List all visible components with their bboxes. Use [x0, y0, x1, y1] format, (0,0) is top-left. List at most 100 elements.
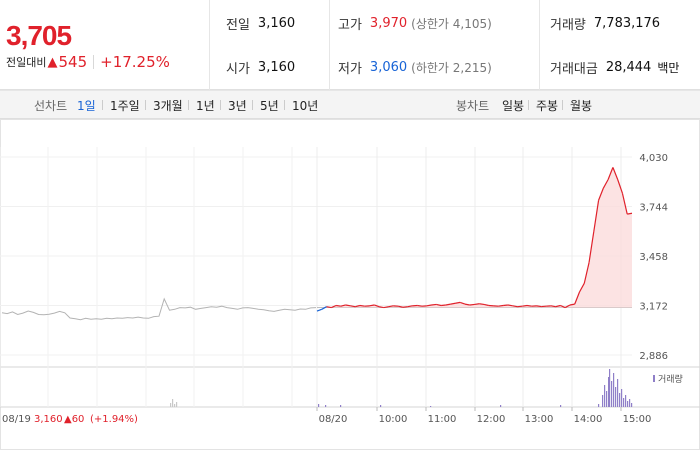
- volume-bar: [625, 395, 627, 407]
- stat-label: 거래량: [550, 17, 586, 33]
- volume-bars: [170, 369, 633, 407]
- volume-bar: [608, 377, 610, 407]
- price-segment: [598, 187, 604, 201]
- price-segment: [498, 304, 504, 307]
- y-tick-label: 2,886: [639, 351, 668, 362]
- volume-bar: [430, 406, 432, 407]
- price-segment: [517, 305, 523, 308]
- volume-bar: [619, 393, 621, 407]
- quote-header: 3,705 전일대비 ▲ 545 +17.25% 전일 3,160 시가 3,1…: [0, 0, 700, 90]
- volume-bar: [611, 381, 613, 407]
- price-segment: [474, 303, 480, 306]
- y-tick-label: 3,172: [639, 302, 668, 313]
- tab-5year[interactable]: 5년: [260, 99, 279, 113]
- price-segment: [564, 304, 571, 309]
- x-tick-label: 12:00: [477, 414, 506, 425]
- tab-divider: [562, 100, 563, 110]
- volume-bar: [174, 404, 176, 407]
- price-segment: [627, 212, 633, 215]
- x-tick-label: 11:00: [428, 414, 457, 425]
- price-segment: [336, 304, 341, 307]
- tab-1day[interactable]: 1일: [77, 99, 96, 113]
- volume-bar: [615, 387, 617, 407]
- prev-day-date: 08/19: [2, 414, 31, 425]
- stat-label: 거래대금: [550, 61, 598, 77]
- volume-bar: [500, 405, 502, 407]
- tab-divider: [528, 100, 529, 110]
- tab-monthly-candle[interactable]: 월봉: [570, 99, 593, 113]
- price-segment: [574, 291, 581, 305]
- price-segment: [350, 305, 356, 308]
- upper-limit: (상한가 4,105): [411, 16, 492, 31]
- tab-1year[interactable]: 1년: [196, 99, 215, 113]
- volume-bar: [170, 403, 172, 407]
- price-segment: [469, 303, 475, 306]
- volume-bar: [325, 405, 327, 407]
- price-segment: [402, 306, 408, 308]
- volume-bar: [602, 395, 604, 407]
- tab-weekly-candle[interactable]: 주봉: [536, 99, 559, 113]
- y-tick-label: 3,458: [639, 252, 668, 263]
- stat-value: 7,783,176: [593, 15, 661, 31]
- price-segment: [445, 303, 451, 306]
- price-segment: [464, 303, 470, 306]
- up-area: [317, 167, 632, 308]
- price-segment: [431, 303, 437, 306]
- price-segment: [321, 306, 327, 310]
- tab-divider: [284, 100, 285, 110]
- volume-bar: [627, 401, 629, 407]
- volume-legend: 거래량: [653, 373, 683, 385]
- tab-divider: [188, 100, 189, 110]
- x-axis: 08/20 10:00 11:00 12:00 13:00 14:00 15:00 08/19…: [2, 407, 651, 425]
- volume-bar: [598, 404, 600, 407]
- volume-bar: [613, 373, 615, 407]
- price-segment: [355, 304, 361, 308]
- price-segment: [455, 301, 461, 304]
- change-value: 545: [58, 53, 88, 71]
- tab-divider: [145, 100, 146, 110]
- price-segment: [560, 304, 566, 309]
- stat-prev-close: 전일 3,160: [226, 16, 295, 33]
- volume-bar: [176, 402, 178, 407]
- price-segment: [483, 303, 489, 307]
- prev-day-change: ▲60: [64, 414, 84, 425]
- price-segment: [407, 305, 413, 308]
- price-segment: [526, 304, 532, 307]
- y-axis: 4,030 3,744 3,458 3,172 2,886: [639, 153, 668, 362]
- price-segment: [450, 302, 456, 305]
- price-segment: [369, 304, 375, 307]
- volume-bar: [629, 399, 631, 407]
- current-price: 3,705: [6, 20, 72, 51]
- stats-col-3: 거래량 7,783,176 거래대금 28,444 백만: [540, 0, 700, 90]
- prev-day-line: [1, 297, 317, 321]
- tab-daily-candle[interactable]: 일봉: [502, 99, 525, 113]
- stat-label: 고가: [338, 17, 362, 33]
- tab-1week[interactable]: 1주일: [110, 99, 140, 113]
- price-segment: [503, 304, 508, 307]
- stat-trade-value: 거래대금 28,444 백만: [550, 59, 679, 77]
- volume-bar: [609, 369, 611, 407]
- stat-label: 전일: [226, 17, 250, 33]
- tab-3month[interactable]: 3개월: [153, 99, 183, 113]
- price-area: [317, 167, 632, 308]
- price-segment: [398, 305, 404, 308]
- stat-low: 저가 3,060 (하한가 2,215): [338, 60, 492, 77]
- prev-day-close: 3,160: [34, 414, 63, 425]
- stat-high: 고가 3,970 (상한가 4,105): [338, 16, 492, 33]
- price-chart[interactable]: 4,030 3,744 3,458 3,172 2,886 08/20 10:00 11:0…: [0, 119, 700, 450]
- price-segment: [621, 193, 628, 215]
- legend-swatch: [653, 375, 655, 382]
- y-tick-label: 3,744: [639, 203, 668, 214]
- stat-value: 28,444: [605, 59, 652, 75]
- y-tick-label: 4,030: [639, 153, 668, 164]
- tab-10year[interactable]: 10년: [292, 99, 319, 113]
- price-segment: [459, 301, 466, 305]
- price-box: 3,705 전일대비 ▲ 545 +17.25%: [0, 0, 210, 90]
- lower-limit: (하한가 2,215): [411, 60, 492, 75]
- tab-3year[interactable]: 3년: [228, 99, 247, 113]
- price-segment: [550, 305, 556, 308]
- chart-tab-bar: 선차트 1일 1주일 3개월 1년 3년 5년 10년 봉차트 일봉 주봉 월봉: [0, 90, 700, 119]
- tab-divider: [220, 100, 221, 110]
- volume-bar: [604, 385, 606, 407]
- prev-day-change-pct: (+1.94%): [90, 414, 138, 425]
